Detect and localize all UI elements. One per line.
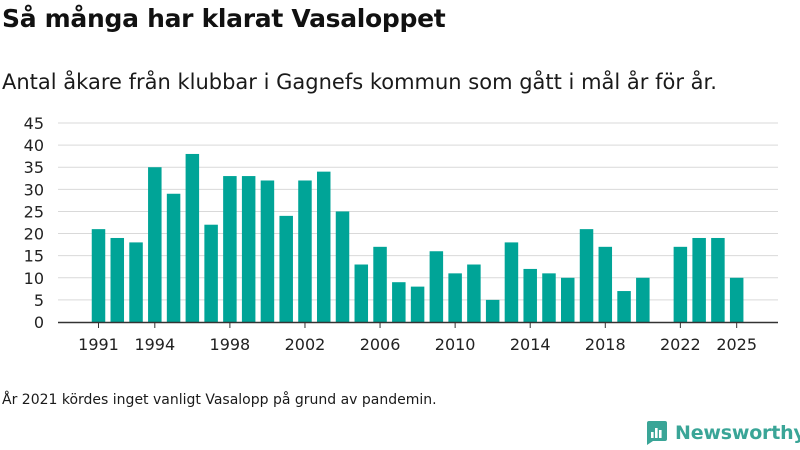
y-tick-label: 35 bbox=[24, 158, 44, 177]
newsworthy-icon bbox=[647, 421, 667, 445]
bar bbox=[129, 242, 143, 322]
bar bbox=[260, 180, 275, 322]
x-tick-label: 2014 bbox=[510, 335, 551, 354]
brand-logo: Newsworthy bbox=[644, 420, 800, 446]
bar bbox=[673, 246, 688, 322]
x-tick-label: 1994 bbox=[134, 335, 175, 354]
bar bbox=[223, 176, 237, 322]
brand-name: Newsworthy bbox=[675, 422, 800, 444]
x-tick-label: 2025 bbox=[716, 335, 757, 354]
x-tick-label: 2022 bbox=[660, 335, 701, 354]
bar bbox=[729, 277, 744, 322]
y-tick-label: 45 bbox=[24, 114, 44, 133]
bar bbox=[598, 246, 613, 322]
bar bbox=[542, 273, 556, 322]
bar bbox=[241, 176, 256, 322]
bar bbox=[204, 224, 218, 322]
bar bbox=[316, 171, 331, 322]
y-tick-label: 5 bbox=[34, 291, 44, 310]
bar bbox=[617, 291, 631, 322]
bar bbox=[185, 153, 200, 322]
x-tick-label: 2006 bbox=[360, 335, 401, 354]
chart-title: Så många har klarat Vasaloppet bbox=[2, 4, 446, 33]
bar bbox=[279, 215, 293, 322]
y-tick-label: 10 bbox=[24, 269, 44, 288]
bar bbox=[429, 251, 444, 322]
chart-subtitle: Antal åkare från klubbar i Gagnefs kommu… bbox=[2, 70, 717, 94]
x-tick-label: 2002 bbox=[285, 335, 326, 354]
bar bbox=[711, 237, 725, 322]
bar bbox=[166, 193, 181, 322]
x-tick-label: 2018 bbox=[585, 335, 626, 354]
x-tick-label: 1998 bbox=[210, 335, 251, 354]
bar bbox=[91, 229, 106, 322]
bar bbox=[354, 264, 369, 322]
footnote: År 2021 kördes inget vanligt Vasalopp på… bbox=[2, 392, 437, 408]
bar bbox=[335, 211, 350, 322]
y-tick-label: 25 bbox=[24, 202, 44, 221]
bar bbox=[485, 299, 500, 322]
y-tick-label: 0 bbox=[34, 313, 44, 332]
bar bbox=[504, 242, 519, 322]
y-tick-label: 20 bbox=[24, 225, 44, 244]
y-tick-label: 15 bbox=[24, 247, 44, 266]
bar bbox=[298, 180, 312, 322]
bar bbox=[467, 264, 481, 322]
bar bbox=[148, 167, 162, 322]
bar bbox=[410, 286, 425, 322]
bar bbox=[636, 277, 650, 322]
bar bbox=[110, 237, 125, 322]
bar bbox=[561, 277, 575, 322]
bar bbox=[579, 229, 594, 322]
bar bbox=[392, 282, 406, 322]
bar bbox=[373, 246, 387, 322]
y-tick-label: 30 bbox=[24, 180, 44, 199]
bar bbox=[692, 237, 706, 322]
x-tick-label: 2010 bbox=[435, 335, 476, 354]
y-tick-label: 40 bbox=[24, 136, 44, 155]
bar bbox=[523, 268, 537, 322]
bar bbox=[448, 273, 462, 322]
x-tick-label: 1991 bbox=[78, 335, 119, 354]
